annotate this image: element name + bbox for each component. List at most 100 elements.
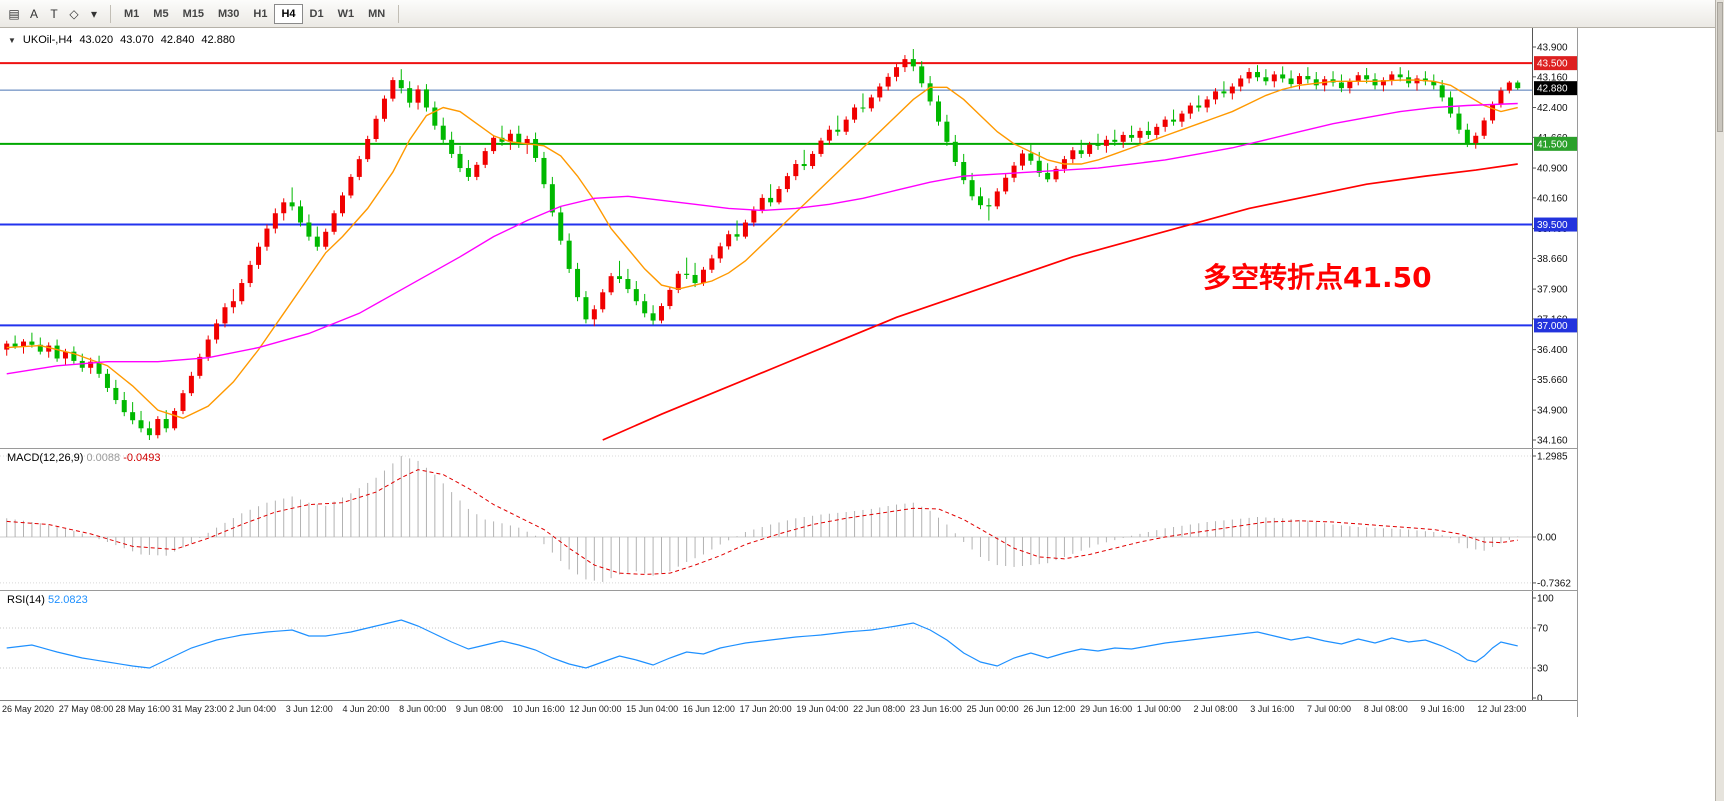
high-value: 43.070 — [120, 34, 154, 46]
svg-text:34.160: 34.160 — [1537, 436, 1568, 447]
price-badges: 43.500 41.500 39.500 37.000 42.880 — [1534, 56, 1577, 333]
time-label: 15 Jun 04:00 — [626, 704, 679, 714]
svg-text:37.900: 37.900 — [1537, 285, 1568, 296]
open-value: 43.020 — [79, 34, 114, 46]
time-label: 12 Jun 00:00 — [569, 704, 622, 714]
time-label: 12 Jul 23:00 — [1477, 704, 1527, 714]
chart-title: ▼ UKOil-,H4 43.020 43.070 42.840 42.880 — [8, 34, 235, 46]
chart-window-border — [1577, 28, 1578, 717]
main-price-chart[interactable]: 43.90043.16042.40041.66040.90040.16039.4… — [0, 28, 1578, 448]
svg-text:38.660: 38.660 — [1537, 254, 1568, 265]
svg-text:0: 0 — [1537, 694, 1543, 705]
svg-text:43.900: 43.900 — [1537, 43, 1568, 54]
candles-layer — [4, 49, 1521, 440]
time-label: 29 Jun 16:00 — [1080, 704, 1133, 714]
time-label: 28 May 16:00 — [115, 704, 171, 714]
svg-text:43.160: 43.160 — [1537, 72, 1568, 83]
time-label: 23 Jun 16:00 — [909, 704, 962, 714]
shapes-tool-icon[interactable]: ◇ — [64, 3, 84, 25]
toolbar-separator — [398, 4, 400, 23]
vertical-scrollbar[interactable] — [1715, 0, 1724, 801]
svg-text:0.00: 0.00 — [1537, 533, 1557, 544]
ma-fast-orange — [6, 79, 1518, 419]
time-label: 26 Jun 12:00 — [1023, 704, 1076, 714]
timeframe-button-h1[interactable]: H1 — [246, 4, 274, 24]
time-label: 16 Jun 12:00 — [682, 704, 735, 714]
timeframe-button-h4[interactable]: H4 — [274, 3, 303, 24]
time-label: 19 Jun 04:00 — [796, 704, 849, 714]
time-label: 9 Jun 08:00 — [455, 704, 503, 714]
svg-text:34.900: 34.900 — [1537, 406, 1568, 417]
macd-main-value: 0.0088 — [86, 452, 121, 464]
symbol-period-label: UKOil-,H4 — [22, 34, 73, 46]
macd-histogram — [6, 455, 1519, 582]
time-label: 26 May 2020 — [2, 704, 55, 714]
toolbar-separator — [110, 4, 111, 23]
timeframe-button-mn[interactable]: MN — [361, 4, 392, 24]
scrollbar-thumb[interactable] — [1717, 2, 1723, 132]
price-axis[interactable]: 43.90043.16042.40041.66040.90040.16039.4… — [1532, 28, 1577, 448]
time-label: 8 Jul 08:00 — [1363, 704, 1408, 714]
timeframe-toolbar: M1 M5 M15 M30 H1 H4 D1 W1 MN — [117, 3, 392, 24]
ma-slow-red — [602, 163, 1518, 441]
toolbar: ▤ A T ◇ ▾ M1 M5 M15 M30 H1 H4 D1 W1 MN — [0, 0, 1724, 28]
svg-text:39.500: 39.500 — [1537, 220, 1568, 231]
time-label: 17 Jun 20:00 — [739, 704, 792, 714]
one-click-collapse-icon[interactable]: ▼ — [8, 35, 16, 45]
macd-signal-value: -0.0493 — [123, 452, 161, 464]
svg-text:1.2985: 1.2985 — [1537, 452, 1568, 463]
macd-name: MACD(12,26,9) — [7, 452, 84, 464]
timeframe-button-m15[interactable]: M15 — [176, 4, 211, 24]
svg-text:37.000: 37.000 — [1537, 321, 1568, 332]
svg-text:40.160: 40.160 — [1537, 193, 1568, 204]
time-label: 3 Jul 16:00 — [1250, 704, 1295, 714]
time-label: 3 Jun 12:00 — [285, 704, 333, 714]
time-label: 4 Jun 20:00 — [342, 704, 390, 714]
text-tool-icon[interactable]: A — [24, 3, 44, 25]
macd-indicator-panel[interactable]: 1.2985 0.00 -0.7362 — [0, 448, 1578, 590]
svg-text:40.900: 40.900 — [1537, 164, 1568, 175]
macd-label: MACD(12,26,9) 0.0088 -0.0493 — [7, 452, 161, 464]
ma-mid-magenta — [6, 102, 1518, 375]
chart-list-icon[interactable]: ▤ — [4, 3, 24, 25]
time-label: 1 Jul 00:00 — [1136, 704, 1181, 714]
time-label: 31 May 23:00 — [172, 704, 227, 714]
text-label-tool-icon[interactable]: T — [44, 3, 64, 25]
low-value: 42.840 — [160, 34, 195, 46]
time-label: 25 Jun 00:00 — [966, 704, 1019, 714]
time-label: 9 Jul 16:00 — [1420, 704, 1465, 714]
rsi-label: RSI(14) 52.0823 — [7, 594, 88, 606]
macd-signal-line — [6, 469, 1518, 575]
rsi-name: RSI(14) — [7, 594, 45, 606]
timeframe-button-w1[interactable]: W1 — [331, 4, 362, 24]
annotation-text[interactable]: 多空转折点41.50 — [1203, 261, 1432, 294]
timeframe-button-m5[interactable]: M5 — [146, 4, 175, 24]
timeframe-button-d1[interactable]: D1 — [303, 4, 331, 24]
timeframe-button-m30[interactable]: M30 — [211, 4, 246, 24]
time-label: 2 Jun 04:00 — [228, 704, 276, 714]
line-studies-toolbar: ▤ A T ◇ ▾ — [4, 3, 104, 25]
svg-text:41.500: 41.500 — [1537, 139, 1568, 150]
svg-text:-0.7362: -0.7362 — [1537, 578, 1571, 589]
moving-averages — [6, 79, 1518, 441]
horizontal-lines[interactable] — [0, 62, 1532, 327]
svg-text:42.880: 42.880 — [1537, 84, 1568, 95]
shapes-dropdown-caret-icon[interactable]: ▾ — [84, 3, 104, 25]
time-label: 27 May 08:00 — [58, 704, 114, 714]
timeframe-button-m1[interactable]: M1 — [117, 4, 146, 24]
window-background — [0, 717, 1716, 801]
time-scale[interactable]: 26 May 2020 27 May 08:00 28 May 16:00 31 Ma… — [0, 700, 1578, 716]
time-label: 10 Jun 16:00 — [512, 704, 565, 714]
rsi-indicator-panel[interactable]: 100 70 30 0 — [0, 590, 1578, 705]
svg-text:36.400: 36.400 — [1537, 345, 1568, 356]
rsi-line — [6, 619, 1518, 669]
svg-text:35.660: 35.660 — [1537, 375, 1568, 386]
svg-text:43.500: 43.500 — [1537, 59, 1568, 70]
time-label: 7 Jul 00:00 — [1307, 704, 1352, 714]
time-label: 2 Jul 08:00 — [1193, 704, 1238, 714]
svg-text:42.400: 42.400 — [1537, 103, 1568, 114]
svg-text:30: 30 — [1537, 664, 1549, 675]
rsi-value: 52.0823 — [47, 594, 88, 606]
time-label: 22 Jun 08:00 — [853, 704, 906, 714]
